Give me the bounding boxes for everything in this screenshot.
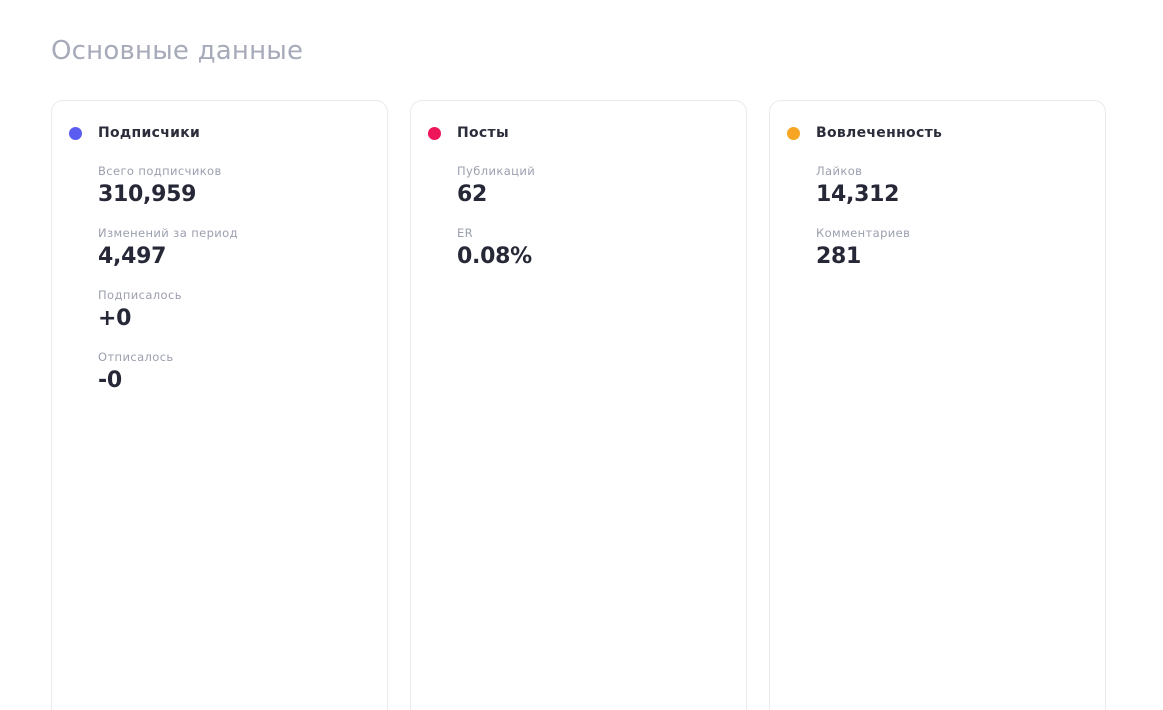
metric-period-changes: Изменений за период 4,497 bbox=[98, 226, 238, 288]
metric-label: Комментариев bbox=[816, 226, 911, 240]
section-title: Основные данные bbox=[51, 36, 304, 66]
metrics-list: Лайков 14,312 Комментариев 281 bbox=[816, 164, 910, 288]
metric-subscribed: Подписалось +0 bbox=[98, 288, 238, 350]
metrics-list: Публикаций 62 ER 0.08% bbox=[457, 164, 535, 288]
metric-value: 4,497 bbox=[98, 244, 167, 269]
card-title: Вовлеченность bbox=[816, 125, 943, 141]
metric-label: Лайков bbox=[816, 164, 863, 178]
metric-comments: Комментариев 281 bbox=[816, 226, 910, 288]
card-header: Посты bbox=[428, 125, 509, 141]
metric-value: 281 bbox=[816, 244, 862, 269]
metric-label: Всего подписчиков bbox=[98, 164, 222, 178]
engagement-dot-icon bbox=[787, 126, 800, 140]
posts-dot-icon bbox=[428, 126, 441, 140]
metric-total-subscribers: Всего подписчиков 310,959 bbox=[98, 164, 238, 226]
metric-label: Подписалось bbox=[98, 288, 182, 302]
metric-er: ER 0.08% bbox=[457, 226, 535, 288]
card-header: Вовлеченность bbox=[787, 125, 942, 141]
metric-label: Изменений за период bbox=[98, 226, 238, 240]
card-title: Подписчики bbox=[98, 125, 201, 141]
metrics-list: Всего подписчиков 310,959 Изменений за п… bbox=[98, 164, 238, 412]
metric-label: Публикаций bbox=[457, 164, 536, 178]
metric-likes: Лайков 14,312 bbox=[816, 164, 910, 226]
card-posts: Посты Публикаций 62 ER 0.08% bbox=[410, 100, 747, 710]
card-subscribers: Подписчики Всего подписчиков 310,959 Изм… bbox=[51, 100, 388, 710]
metric-label: ER bbox=[457, 226, 474, 240]
metric-value: 14,312 bbox=[816, 182, 900, 207]
metric-publications: Публикаций 62 bbox=[457, 164, 535, 226]
metric-unsubscribed: Отписалось -0 bbox=[98, 350, 238, 412]
metric-label: Отписалось bbox=[98, 350, 174, 364]
metric-value: 310,959 bbox=[98, 182, 197, 207]
card-engagement: Вовлеченность Лайков 14,312 Комментариев… bbox=[769, 100, 1106, 710]
metric-value: 0.08% bbox=[457, 244, 532, 269]
metric-value: 62 bbox=[457, 182, 488, 207]
card-title: Посты bbox=[457, 125, 509, 141]
card-header: Подписчики bbox=[69, 125, 200, 141]
metric-value: +0 bbox=[98, 306, 132, 331]
stats-cards: Подписчики Всего подписчиков 310,959 Изм… bbox=[51, 100, 1106, 710]
metric-value: -0 bbox=[98, 368, 122, 393]
subscribers-dot-icon bbox=[69, 126, 82, 140]
